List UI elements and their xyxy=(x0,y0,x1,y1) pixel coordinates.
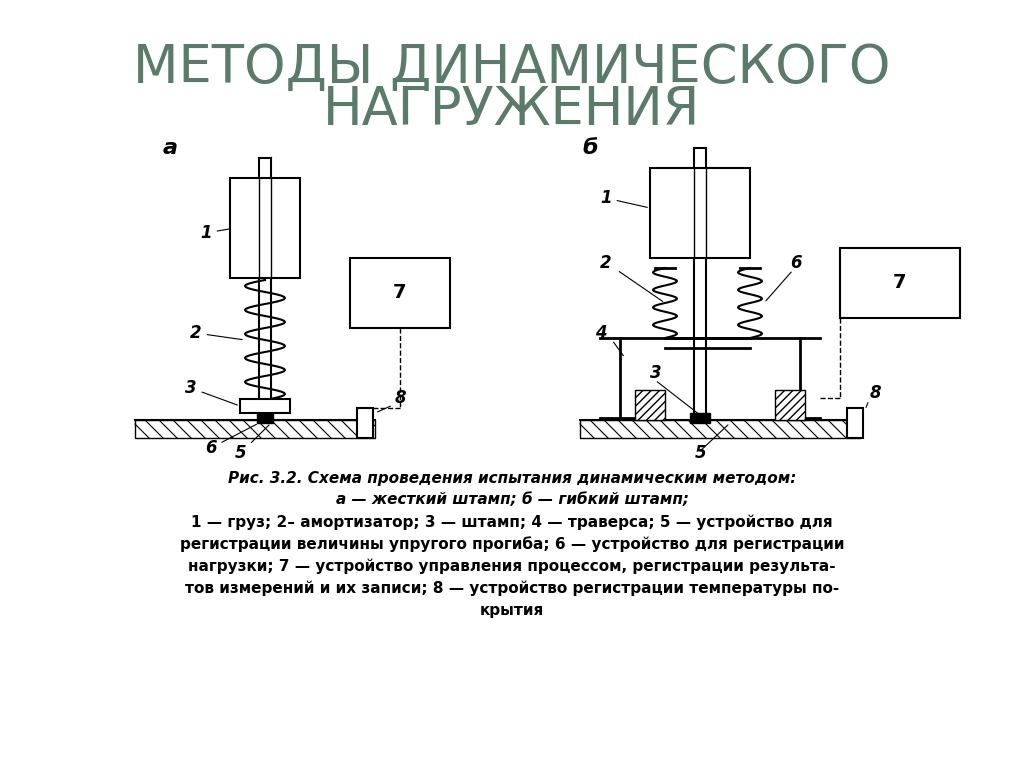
Bar xyxy=(775,390,805,420)
Text: регистрации величины упругого прогиба; 6 — устройство для регистрации: регистрации величины упругого прогиба; 6… xyxy=(180,536,844,552)
Text: нагрузки; 7 — устройство управления процессом, регистрации результа-: нагрузки; 7 — устройство управления проц… xyxy=(188,558,836,574)
Text: 2: 2 xyxy=(600,254,611,272)
Text: МЕТОДЫ ДИНАМИЧЕСКОГО: МЕТОДЫ ДИНАМИЧЕСКОГО xyxy=(133,42,891,94)
Text: 3: 3 xyxy=(185,379,238,405)
Bar xyxy=(635,390,665,420)
Text: НАГРУЖЕНИЯ: НАГРУЖЕНИЯ xyxy=(324,84,700,136)
Bar xyxy=(357,408,373,438)
Text: 7: 7 xyxy=(393,283,407,303)
Bar xyxy=(350,258,450,328)
Bar xyxy=(580,420,860,438)
Text: 6: 6 xyxy=(790,254,802,272)
Text: 8: 8 xyxy=(870,384,882,402)
Text: 4: 4 xyxy=(595,324,606,342)
Text: тов измерений и их записи; 8 — устройство регистрации температуры по-: тов измерений и их записи; 8 — устройств… xyxy=(185,581,839,596)
Bar xyxy=(135,420,375,438)
Text: 3: 3 xyxy=(650,364,662,382)
Text: а — жесткий штамп; б — гибкий штамп;: а — жесткий штамп; б — гибкий штамп; xyxy=(336,492,688,508)
Text: 7: 7 xyxy=(893,273,906,293)
Bar xyxy=(650,168,750,258)
Bar xyxy=(690,413,710,423)
Text: Рис. 3.2. Схема проведения испытания динамическим методом:: Рис. 3.2. Схема проведения испытания дин… xyxy=(227,471,797,485)
Bar xyxy=(847,408,863,438)
Text: 8: 8 xyxy=(395,389,407,407)
Bar xyxy=(257,413,273,423)
Text: крытия: крытия xyxy=(480,603,544,617)
Text: 5: 5 xyxy=(695,444,707,462)
Text: 2: 2 xyxy=(190,324,243,342)
Bar xyxy=(230,178,300,278)
Bar xyxy=(240,399,290,413)
Text: 6: 6 xyxy=(205,424,257,457)
Text: б: б xyxy=(583,138,598,158)
Text: 1: 1 xyxy=(600,189,647,207)
Text: а: а xyxy=(163,138,177,158)
Bar xyxy=(840,248,961,318)
Text: 1 — груз; 2– амортизатор; 3 — штамп; 4 — траверса; 5 — устройство для: 1 — груз; 2– амортизатор; 3 — штамп; 4 —… xyxy=(191,515,833,530)
Text: 1: 1 xyxy=(200,224,232,242)
Text: 5: 5 xyxy=(234,425,269,462)
